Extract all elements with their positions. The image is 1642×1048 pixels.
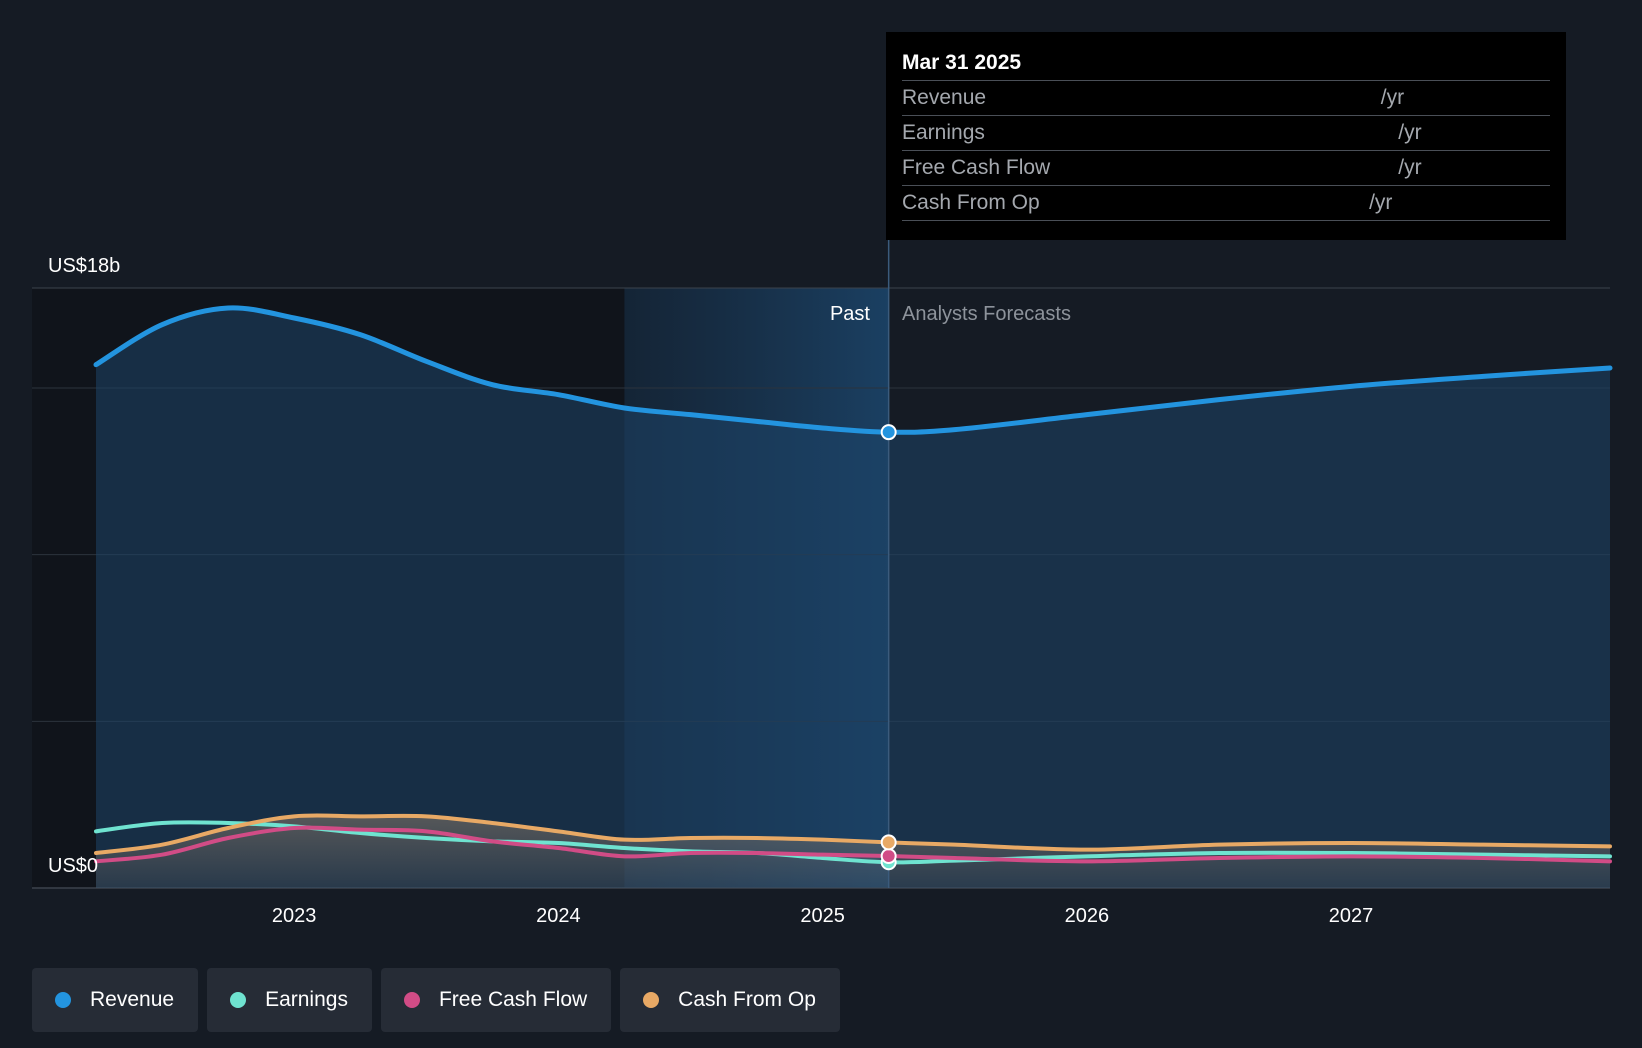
x-tick-label: 2025 <box>800 905 845 927</box>
tooltip-label: Revenue <box>902 86 987 109</box>
tooltip-row-free-cash-flow: Free Cash Flow US$959.200m /yr <box>902 151 1550 186</box>
legend-label: Earnings <box>265 988 348 1011</box>
tooltip-unit: /yr <box>1398 121 1422 144</box>
x-tick-label: 2023 <box>272 905 317 927</box>
legend-item-revenue[interactable]: Revenue <box>32 968 199 1032</box>
tooltip-unit: /yr <box>1398 156 1422 179</box>
tooltip-label: Free Cash Flow <box>902 156 1051 179</box>
tooltip-date: Mar 31 2025 <box>902 46 1550 81</box>
tooltip-label: Earnings <box>902 121 985 144</box>
tooltip-label: Cash From Op <box>902 191 1040 214</box>
chart-legend: Revenue Earnings Free Cash Flow Cash Fro… <box>32 968 840 1032</box>
tooltip-row-revenue: Revenue US$13.675b /yr <box>902 81 1550 116</box>
legend-dot-icon <box>643 992 660 1008</box>
y-axis-min-label: US$0 <box>48 855 98 877</box>
tooltip-unit: /yr <box>1380 86 1405 109</box>
revenue-area <box>96 307 1610 888</box>
legend-label: Cash From Op <box>678 988 816 1011</box>
data-tooltip: Mar 31 2025 Revenue US$13.675b /yr Earni… <box>886 32 1566 240</box>
past-label: Past <box>830 303 870 325</box>
legend-item-cash-from-op[interactable]: Cash From Op <box>620 968 840 1032</box>
legend-dot-icon <box>403 992 420 1008</box>
tooltip-value: US$959.200m <box>1258 156 1393 179</box>
tooltip-unit: /yr <box>1369 191 1393 214</box>
tooltip-row-cash-from-op: Cash From Op US$1.368b /yr <box>902 186 1550 221</box>
revenue-marker <box>880 424 897 441</box>
legend-label: Free Cash Flow <box>438 988 588 1011</box>
cash-from-op-line <box>94 813 1612 855</box>
x-tick-label: 2027 <box>1329 905 1374 927</box>
forecast-label: Analysts Forecasts <box>902 303 1071 325</box>
legend-dot-icon <box>230 992 247 1008</box>
revenue-line <box>93 305 1613 435</box>
tooltip-row-earnings: Earnings US$772.000m /yr <box>902 116 1550 151</box>
hover-markers <box>880 424 897 871</box>
cashflow-area <box>96 815 1610 888</box>
x-axis-ticks: 2023 2024 2025 2026 2027 <box>272 905 1373 927</box>
cash-from-op-marker <box>880 834 897 851</box>
tooltip-value: US$13.675b <box>1258 86 1375 109</box>
x-tick-label: 2024 <box>536 905 581 927</box>
tooltip-value: US$1.368b <box>1258 191 1364 214</box>
series-lines <box>93 305 1613 865</box>
legend-item-earnings[interactable]: Earnings <box>207 968 372 1032</box>
y-axis-max-label: US$18b <box>48 255 120 277</box>
x-tick-label: 2026 <box>1065 905 1110 927</box>
legend-label: Revenue <box>90 988 175 1011</box>
free-cash-flow-line <box>94 825 1612 864</box>
legend-dot-icon <box>55 992 71 1008</box>
free-cash-flow-marker <box>880 848 897 865</box>
tooltip-value: US$772.000m <box>1258 121 1393 144</box>
legend-item-free-cash-flow[interactable]: Free Cash Flow <box>380 968 612 1032</box>
